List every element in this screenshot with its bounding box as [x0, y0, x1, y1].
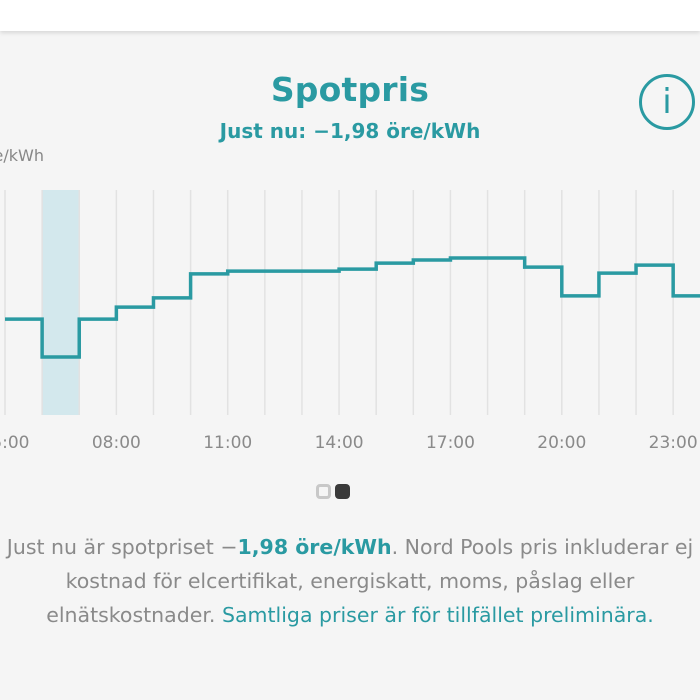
page-dot-1[interactable]: [316, 484, 331, 499]
spot-price-chart[interactable]: 05:00 08:00 11:00 14:00 17:00 20:00 23:00: [0, 180, 700, 460]
current-hour-highlight: [42, 190, 80, 415]
x-tick-label: 05:00: [0, 433, 30, 453]
y-axis-unit: öre/kWh: [0, 146, 44, 165]
x-tick-label: 14:00: [315, 433, 364, 453]
x-tick-label: 17:00: [426, 433, 475, 453]
x-tick-label: 08:00: [92, 433, 141, 453]
x-tick-label: 23:00: [649, 433, 698, 453]
x-tick-label: 11:00: [203, 433, 252, 453]
page-title: Spotpris: [270, 70, 430, 109]
description-disclaimer: . Nord Pools pris inkluderar ej kostnad …: [46, 535, 694, 627]
description-text: Just nu är spotpriset −: [6, 535, 238, 559]
price-step-line: [5, 256, 700, 359]
description-price: 1,98 öre/kWh: [237, 535, 392, 559]
info-icon[interactable]: i: [639, 74, 695, 130]
preliminary-prices-link[interactable]: Samtliga priser är för tillfället prelim…: [221, 603, 654, 627]
top-app-bar: [0, 0, 700, 31]
price-description: Just nu är spotpriset −1,98 öre/kWh. Nor…: [5, 530, 695, 632]
x-tick-label: 20:00: [537, 433, 586, 453]
page-indicator: [316, 484, 350, 499]
current-price: Just nu: −1,98 öre/kWh: [219, 119, 481, 143]
page-dot-2-active[interactable]: [335, 484, 350, 499]
